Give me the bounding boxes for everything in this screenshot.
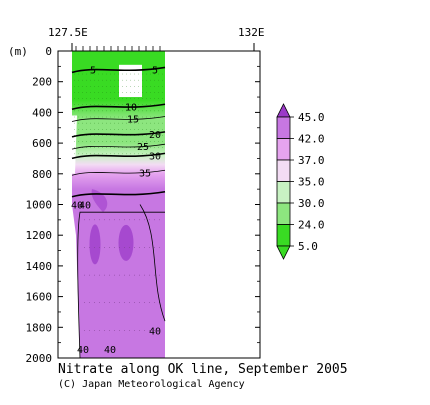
high-nitrate-cell (118, 224, 134, 261)
colorbar-top-arrow (276, 103, 291, 118)
colorbar-label: 24.0 (298, 219, 325, 232)
copyright-credit: (C) Japan Meteorological Agency (58, 379, 245, 390)
missing-data-wedge (72, 115, 77, 174)
contour-label: 25 (137, 142, 149, 153)
contour-label: 40 (71, 201, 83, 212)
y-tick-label: 400 (32, 106, 52, 119)
contour-line (71, 190, 166, 198)
y-tick-label: 2000 (26, 352, 53, 365)
y-tick-label: 200 (32, 76, 52, 89)
colorbar-swatch (276, 202, 291, 225)
colorbar-swatch (276, 116, 291, 139)
contour-line (77, 211, 165, 359)
y-tick-label: 1000 (26, 199, 53, 212)
contour-label: 40 (104, 345, 116, 356)
contour-line (71, 66, 166, 74)
x-tick-label: 132E (238, 26, 265, 39)
contour-label: 10 (125, 102, 137, 113)
contour-line (71, 152, 166, 160)
data-region (72, 51, 165, 358)
contour-line (71, 169, 166, 176)
y-tick-label: 600 (32, 137, 52, 150)
contour-label: 5 (152, 65, 158, 76)
contour-label: 40 (79, 201, 91, 212)
colorbar-label: 30.0 (298, 197, 325, 210)
missing-data-box (119, 64, 142, 98)
colorbar-bottom-arrow (276, 245, 291, 260)
contour-label: 40 (149, 326, 161, 337)
colorbar-label: 42.0 (298, 133, 325, 146)
y-tick-label: 1200 (26, 229, 53, 242)
y-tick-label: 0 (45, 45, 52, 58)
colorbar-label: 5.0 (298, 240, 318, 253)
colorbar-label: 45.0 (298, 111, 325, 124)
x-tick-label: 127.5E (48, 26, 88, 39)
contour-label: 20 (149, 130, 161, 141)
y-tick-label: 800 (32, 168, 52, 181)
y-tick-label: 1400 (26, 260, 53, 273)
y-axis-label: (m) (8, 45, 28, 58)
chart-title: Nitrate along OK line, September 2005 (58, 362, 348, 377)
y-tick-label: 1600 (26, 291, 53, 304)
y-tick-label: 1800 (26, 321, 53, 334)
contour-label: 15 (127, 115, 139, 126)
contour-line (71, 143, 166, 150)
colorbar-swatch (276, 159, 291, 182)
contour-line (71, 116, 166, 122)
colorbar-swatch (276, 181, 291, 204)
contour-line (71, 103, 166, 111)
colorbar-swatch (276, 224, 291, 247)
high-nitrate-cell (89, 224, 101, 265)
contour-label: 35 (139, 168, 151, 179)
colorbar-label: 37.0 (298, 154, 325, 167)
axis-layer: 127.5E 132E (m) 0 200 400 600 800 1000 1200 1400 16… (8, 26, 265, 365)
contour-label: 30 (149, 151, 161, 162)
contour-line (71, 131, 166, 138)
contour-line (139, 204, 166, 322)
contour-label: 40 (77, 345, 89, 356)
colorbar-label: 35.0 (298, 176, 325, 189)
colorbar-swatch (276, 138, 291, 161)
colorbar: 45.0 42.0 37.0 35.0 30.0 24.0 5.0 (276, 103, 325, 260)
high-nitrate-cell (91, 189, 108, 213)
contour-label: 5 (90, 65, 96, 76)
plot-fill (72, 51, 165, 358)
